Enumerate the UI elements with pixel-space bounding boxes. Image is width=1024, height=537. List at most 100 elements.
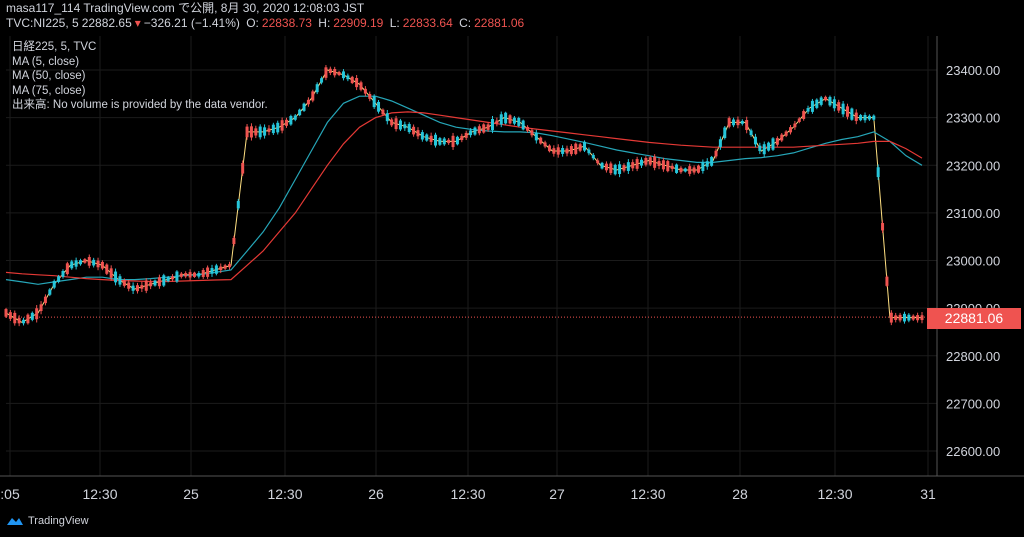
ma75-line bbox=[5, 111, 923, 283]
candle-body bbox=[486, 124, 490, 130]
candle-body bbox=[385, 113, 389, 122]
candle-body bbox=[271, 124, 275, 134]
y-tick-label: 23400.00 bbox=[946, 63, 1000, 78]
candle-body bbox=[499, 114, 503, 125]
candle-body bbox=[359, 82, 363, 90]
candle-body bbox=[604, 163, 608, 171]
candle-body bbox=[83, 259, 87, 263]
candle-body bbox=[898, 314, 902, 321]
candle-body bbox=[539, 137, 543, 144]
y-tick-label: 22700.00 bbox=[946, 396, 1000, 411]
candle-body bbox=[889, 312, 893, 323]
price-chart[interactable]: 22600.0022700.0022800.0022900.0023000.00… bbox=[0, 36, 1024, 512]
candle-body bbox=[583, 141, 587, 151]
candle-body bbox=[894, 315, 898, 320]
candle-body bbox=[517, 117, 521, 126]
candle-body bbox=[552, 148, 556, 154]
candle-body bbox=[696, 165, 700, 173]
candle-body bbox=[52, 280, 56, 288]
candle-body bbox=[837, 102, 841, 111]
candle-body bbox=[447, 139, 451, 144]
candle-body bbox=[87, 257, 91, 266]
candle-body bbox=[254, 128, 258, 136]
x-tick-label: 27 bbox=[549, 486, 565, 502]
candle-body bbox=[661, 160, 665, 170]
candle-body bbox=[184, 273, 188, 277]
chart-header: masa117_114 TradingView.com で公開, 8月 30, … bbox=[6, 1, 1016, 33]
candle-body bbox=[381, 109, 385, 115]
candle-body bbox=[863, 115, 867, 121]
candle-body bbox=[175, 271, 179, 282]
legend-ma75[interactable]: MA (75, close) bbox=[12, 84, 86, 97]
candle-body bbox=[451, 135, 455, 148]
candle-body bbox=[710, 156, 714, 166]
candle-body bbox=[398, 120, 402, 130]
candle-body bbox=[828, 96, 832, 106]
symbol-label: TVC:NI225, 5 bbox=[6, 16, 79, 30]
candle-body bbox=[688, 166, 692, 174]
candle-body bbox=[197, 272, 201, 277]
candle-body bbox=[346, 75, 350, 80]
high-value: 22909.19 bbox=[333, 16, 384, 30]
candle-body bbox=[578, 144, 582, 151]
candle-body bbox=[727, 118, 731, 127]
candle-body bbox=[613, 164, 617, 175]
candle-body bbox=[166, 276, 170, 282]
down-arrow-icon: ▾ bbox=[134, 16, 141, 30]
candle-body bbox=[907, 314, 911, 321]
candle-body bbox=[732, 119, 736, 126]
candle-body bbox=[723, 127, 727, 139]
candle-body bbox=[412, 126, 416, 135]
candle-body bbox=[79, 260, 83, 265]
candle-body bbox=[8, 312, 12, 319]
candle-body bbox=[547, 145, 551, 152]
candle-body bbox=[644, 158, 648, 165]
candle-body bbox=[569, 146, 573, 155]
candle-body bbox=[368, 93, 372, 99]
candle-body bbox=[22, 319, 26, 324]
legend-title[interactable]: 日経225, 5, TVC bbox=[12, 41, 97, 53]
candle-body bbox=[490, 119, 494, 131]
candle-body bbox=[206, 267, 210, 277]
candle-body bbox=[920, 315, 924, 321]
candle-body bbox=[859, 115, 863, 121]
candle-body bbox=[504, 112, 508, 124]
candle-body bbox=[162, 275, 166, 286]
candle-body bbox=[789, 127, 793, 133]
candle-body bbox=[797, 118, 801, 122]
candle-body bbox=[815, 99, 819, 108]
legend-ma50[interactable]: MA (50, close) bbox=[12, 70, 86, 82]
candle-body bbox=[885, 276, 889, 286]
candle-body bbox=[881, 223, 885, 231]
candle-body bbox=[293, 115, 297, 120]
footer-brand[interactable]: TradingView bbox=[28, 515, 89, 527]
legend-volume: 出来高: No volume is provided by the data v… bbox=[12, 99, 268, 111]
publish-info: masa117_114 TradingView.com で公開, 8月 30, … bbox=[6, 1, 365, 15]
x-tick-label: 26 bbox=[368, 486, 384, 502]
candle-body bbox=[508, 115, 512, 124]
legend-ma5[interactable]: MA (5, close) bbox=[12, 55, 80, 68]
candle-body bbox=[302, 103, 306, 111]
candle-body bbox=[819, 97, 823, 105]
tradingview-logo-icon[interactable] bbox=[6, 515, 24, 527]
candle-body bbox=[534, 132, 538, 141]
candle-body bbox=[241, 162, 245, 174]
candle-body bbox=[350, 76, 354, 84]
candle-body bbox=[363, 88, 367, 94]
candle-body bbox=[434, 134, 438, 146]
x-tick-label: 28 bbox=[732, 486, 748, 502]
candle-body bbox=[793, 123, 797, 128]
chart-legend: 日経225, 5, TVC MA (5, close) MA (50, clos… bbox=[12, 40, 268, 113]
candle-body bbox=[670, 165, 674, 169]
candle-body bbox=[618, 164, 622, 174]
candle-body bbox=[482, 124, 486, 133]
candle-body bbox=[464, 132, 468, 138]
candle-body bbox=[57, 276, 61, 282]
candle-body bbox=[407, 123, 411, 133]
candle-body bbox=[666, 161, 670, 172]
candle-body bbox=[26, 314, 30, 324]
candle-body bbox=[122, 280, 126, 286]
candle-body bbox=[13, 312, 17, 324]
footer: TradingView bbox=[6, 515, 89, 527]
candle-body bbox=[267, 128, 271, 132]
